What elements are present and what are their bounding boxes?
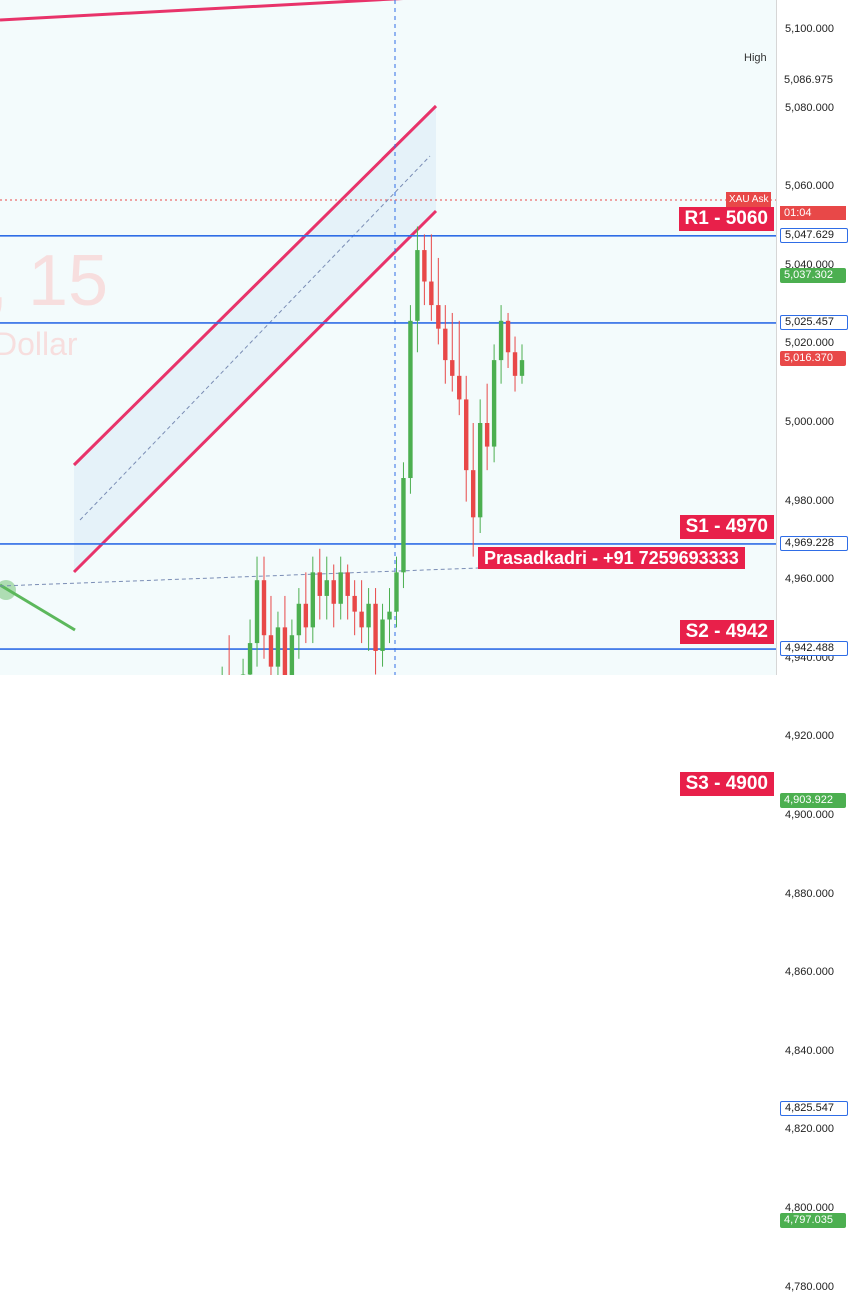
- level-price-badge: 4,942.488: [780, 641, 848, 656]
- candle-body[interactable]: [339, 572, 343, 603]
- price-tick-label: 5,000.000: [785, 416, 834, 428]
- candle-body[interactable]: [380, 620, 384, 651]
- channel-layer: [0, 0, 776, 675]
- candle-body[interactable]: [304, 604, 308, 628]
- candle-body[interactable]: [429, 282, 433, 306]
- ask-tag: XAU Ask: [726, 192, 771, 207]
- candle-body[interactable]: [513, 352, 517, 376]
- candle-body[interactable]: [499, 321, 503, 360]
- price-badge: 5,016.370: [780, 351, 846, 366]
- contact-label: Prasadkadri - +91 7259693333: [478, 547, 745, 569]
- high-label: High: [744, 52, 767, 64]
- candle-body[interactable]: [471, 470, 475, 517]
- upper-trendline[interactable]: [0, 0, 450, 20]
- candle-body[interactable]: [276, 627, 280, 666]
- price-badge: 5,086.975: [780, 73, 846, 88]
- level-price-badge: 5,025.457: [780, 315, 848, 330]
- level-price-badge: 4,825.547: [780, 1101, 848, 1116]
- candle-body[interactable]: [506, 321, 510, 352]
- price-tick-label: 5,100.000: [785, 23, 834, 35]
- candle-body[interactable]: [520, 360, 524, 376]
- channel-fill: [74, 106, 436, 572]
- projection-line: [0, 568, 478, 586]
- ask-label: Ask: [752, 194, 769, 205]
- candle-body[interactable]: [283, 627, 287, 675]
- level-label: S3 - 4900: [680, 772, 774, 796]
- price-tick-label: 5,080.000: [785, 102, 834, 114]
- candle-body[interactable]: [352, 596, 356, 612]
- candle-body[interactable]: [345, 572, 349, 596]
- candle-body[interactable]: [332, 580, 336, 604]
- price-tick-label: 5,060.000: [785, 180, 834, 192]
- price-tick-label: 5,020.000: [785, 337, 834, 349]
- price-tick-label: 4,860.000: [785, 966, 834, 978]
- price-tick-label: 4,820.000: [785, 1123, 834, 1135]
- candle-body[interactable]: [394, 572, 398, 611]
- level-price-badge: 4,969.228: [780, 536, 848, 551]
- level-label: S1 - 4970: [680, 515, 774, 539]
- candle-body[interactable]: [450, 360, 454, 376]
- level-label: S2 - 4942: [680, 620, 774, 644]
- candle-timer: 01:04: [780, 206, 846, 220]
- candle-body[interactable]: [492, 360, 496, 446]
- candle-body[interactable]: [464, 399, 468, 470]
- candle-body[interactable]: [290, 635, 294, 675]
- channel-lower-line[interactable]: [74, 211, 436, 572]
- candle-body[interactable]: [387, 612, 391, 620]
- channel-upper-line[interactable]: [74, 106, 436, 465]
- level-price-badge: 4,903.922: [780, 793, 846, 808]
- candle-body[interactable]: [366, 604, 370, 628]
- channel-midline: [80, 156, 430, 520]
- price-tick-label: 4,920.000: [785, 730, 834, 742]
- candle-body[interactable]: [415, 250, 419, 321]
- price-tick-label: 4,840.000: [785, 1045, 834, 1057]
- candle-body[interactable]: [422, 250, 426, 281]
- candle-body[interactable]: [255, 580, 259, 643]
- candle-body[interactable]: [297, 604, 301, 635]
- candle-body[interactable]: [311, 572, 315, 627]
- price-tick-label: 4,780.000: [785, 1281, 834, 1293]
- level-label: R1 - 5060: [679, 207, 774, 231]
- level-price-badge: 5,047.629: [780, 228, 848, 243]
- candle-body[interactable]: [318, 572, 322, 596]
- price-tick-label: 4,880.000: [785, 888, 834, 900]
- ask-prefix: XAU: [729, 194, 750, 205]
- candle-body[interactable]: [485, 423, 489, 447]
- candle-body[interactable]: [248, 643, 252, 674]
- chart-area[interactable]: , 15 Dollar: [0, 0, 776, 675]
- price-tick-label: 4,960.000: [785, 573, 834, 585]
- candle-body[interactable]: [262, 580, 266, 635]
- candle-body[interactable]: [408, 321, 412, 478]
- price-tick-label: 4,980.000: [785, 495, 834, 507]
- candle-body[interactable]: [359, 612, 363, 628]
- candle-body[interactable]: [325, 580, 329, 596]
- price-tick-label: 4,900.000: [785, 809, 834, 821]
- candle-body[interactable]: [373, 604, 377, 651]
- candle-body[interactable]: [436, 305, 440, 329]
- candle-body[interactable]: [401, 478, 405, 572]
- candle-body[interactable]: [269, 635, 273, 666]
- candle-body[interactable]: [478, 423, 482, 517]
- candle-body[interactable]: [443, 329, 447, 360]
- price-badge: 5,037.302: [780, 268, 846, 283]
- price-chart[interactable]: [0, 0, 776, 675]
- candle-body[interactable]: [457, 376, 461, 400]
- price-badge: 4,797.035: [780, 1213, 846, 1228]
- pivot-marker: [0, 580, 16, 600]
